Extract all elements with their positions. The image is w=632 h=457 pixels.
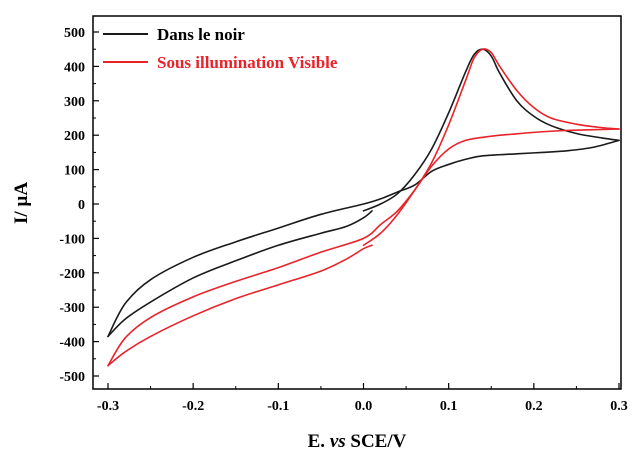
- series-1-reverse-line: [107, 128, 620, 367]
- plot-frame: [92, 15, 622, 390]
- y-tick-label: 300: [64, 95, 85, 110]
- legend: Dans le noir Sous illumination Visible: [103, 25, 338, 72]
- series-layer: [107, 48, 620, 367]
- y-tick-label: 400: [64, 60, 85, 75]
- x-tick-label: -0.1: [267, 399, 289, 414]
- x-axis-ticks: -0.3 -0.2 -0.1 0.0 0.1 0.2 0.3: [97, 383, 628, 414]
- legend-label-illuminated: Sous illumination Visible: [157, 53, 338, 72]
- y-tick-label: -100: [59, 232, 85, 247]
- y-axis-ticks: 500 400 300 200 100 0 -100 -200 -300 -400 -500: [59, 26, 99, 385]
- y-tick-label: 500: [64, 26, 85, 41]
- series-0-reverse-line: [107, 139, 620, 338]
- x-tick-label: 0.2: [525, 399, 543, 414]
- y-tick-label: 0: [78, 198, 85, 213]
- series-0-forward-start-line: [107, 210, 373, 338]
- legend-label-dark: Dans le noir: [157, 25, 245, 44]
- x-tick-label: 0.1: [440, 399, 458, 414]
- y-axis-title: I/ µA: [11, 182, 32, 224]
- series-1-forward-start-line: [107, 244, 373, 367]
- series-1-forward-line: [362, 48, 620, 247]
- y-tick-label: -500: [59, 370, 85, 385]
- y-tick-label: -300: [59, 301, 85, 316]
- x-tick-label: 0.0: [355, 399, 373, 414]
- x-tick-label: 0.3: [610, 399, 628, 414]
- x-axis-title: E. vs SCE/V: [308, 431, 407, 452]
- y-tick-label: -200: [59, 267, 85, 282]
- y-tick-label: 100: [64, 164, 85, 179]
- x-tick-label: -0.2: [182, 399, 204, 414]
- y-tick-label: -400: [59, 336, 85, 351]
- y-tick-label: 200: [64, 129, 85, 144]
- x-tick-label: -0.3: [97, 399, 119, 414]
